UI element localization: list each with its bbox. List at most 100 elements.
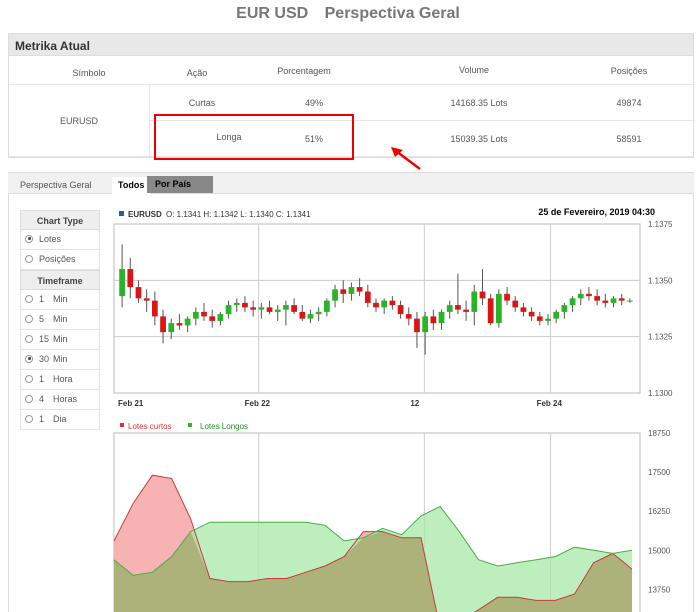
- timeframe-number: 4: [39, 394, 45, 404]
- volume-y-tick: 16250: [648, 507, 671, 516]
- row-short-volume: 14168.35 Lots: [450, 98, 508, 108]
- radio-icon[interactable]: [25, 234, 33, 243]
- short-lots-line: [113, 474, 633, 612]
- candle-body: [209, 316, 216, 321]
- candle-body: [471, 291, 478, 312]
- price-x-tick: Feb 21: [118, 399, 144, 408]
- page-title-text: Perspectiva Geral: [324, 5, 460, 22]
- candle-body: [307, 314, 314, 319]
- chart-type-option-0[interactable]: Lotes: [20, 230, 100, 250]
- timeframe-unit: Min: [53, 314, 68, 324]
- timeframe-unit: Hora: [53, 374, 73, 384]
- row-long-positions: 58591: [616, 134, 642, 144]
- candle-body: [364, 291, 371, 303]
- timeframe-option-6[interactable]: 1 Dia: [20, 410, 100, 430]
- candle-body: [495, 293, 502, 324]
- candle-body: [143, 298, 150, 301]
- candle-body: [340, 289, 347, 294]
- row-short-positions: 49874: [616, 98, 642, 108]
- radio-icon[interactable]: [25, 254, 33, 263]
- candle-body: [455, 305, 461, 310]
- volume-y-tick: 15000: [648, 546, 671, 555]
- radio-icon[interactable]: [25, 414, 33, 423]
- long-lots-line: [113, 505, 633, 576]
- candle-body: [520, 307, 527, 312]
- radio-icon[interactable]: [25, 394, 33, 403]
- symbol-marker-icon: [119, 211, 124, 216]
- radio-icon[interactable]: [25, 374, 33, 383]
- header-divider: [9, 84, 695, 85]
- candle-body: [192, 311, 199, 319]
- tabs-bar: Perspectiva Geral Todos Por País: [8, 172, 694, 195]
- candle-body: [168, 323, 175, 333]
- timeframe-option-0[interactable]: 1 Min: [20, 290, 100, 310]
- timeframe-number: 1: [39, 374, 45, 384]
- candle-body: [602, 300, 609, 303]
- candle-body: [561, 305, 568, 312]
- timeframe-unit: Min: [53, 294, 68, 304]
- ohlc-readout: O: 1.1341 H: 1.1342 L: 1.1340 C: 1.1341: [166, 210, 311, 219]
- radio-icon[interactable]: [25, 294, 33, 303]
- price-y-tick: 1.1350: [648, 276, 673, 285]
- candle-body: [414, 318, 420, 333]
- candle-body: [381, 300, 388, 308]
- content-area: [8, 194, 694, 612]
- price-y-tick: 1.1300: [648, 389, 673, 398]
- timeframe-option-1[interactable]: 5 Min: [20, 310, 100, 330]
- radio-icon[interactable]: [25, 314, 33, 323]
- candle-body: [569, 298, 576, 306]
- chart-datetime: 25 de Fevereiro, 2019 04:30: [538, 207, 655, 217]
- candle-body: [504, 293, 510, 301]
- legend-long-label: Lotes Longos: [200, 422, 248, 431]
- annotation-arrow-icon: [391, 147, 421, 170]
- candle-body: [233, 302, 240, 306]
- timeframe-unit: Dia: [53, 414, 67, 424]
- legend-short-label: Lotes curtos: [128, 422, 172, 431]
- candle-body: [119, 269, 125, 297]
- candle-body: [397, 305, 404, 315]
- symbol-cell: EURUSD: [59, 116, 98, 126]
- candle-body: [291, 305, 297, 312]
- candle-body: [323, 300, 330, 312]
- candle-body: [258, 307, 265, 310]
- timeframe-unit: Min: [53, 334, 68, 344]
- price-symbol: EURUSD: [128, 210, 162, 219]
- legend-short-icon: [120, 423, 124, 427]
- candle-body: [217, 314, 224, 321]
- candle-body: [225, 305, 232, 315]
- candle-body: [422, 316, 429, 333]
- volume-y-tick: 17500: [648, 468, 671, 477]
- row-short-percentage: 49%: [304, 98, 323, 108]
- tab-all[interactable]: Todos: [112, 177, 151, 195]
- timeframe-option-2[interactable]: 15 Min: [20, 330, 100, 350]
- legend-long-icon: [188, 423, 192, 427]
- chart-type-label: Posições: [39, 254, 76, 264]
- candle-body: [438, 311, 445, 324]
- candle-body: [135, 287, 142, 299]
- timeframe-option-5[interactable]: 4 Horas: [20, 390, 100, 410]
- candle-body: [618, 298, 625, 301]
- chart-type-option-1[interactable]: Posições: [20, 250, 100, 270]
- chart-type-header: Chart Type: [20, 210, 100, 230]
- radio-icon[interactable]: [25, 334, 33, 343]
- timeframe-unit: Min: [53, 354, 68, 364]
- col-header-volume: Volume: [458, 65, 490, 75]
- timeframe-option-3[interactable]: 30 Min: [20, 350, 100, 370]
- candle-body: [545, 318, 551, 321]
- timeframe-option-4[interactable]: 1 Hora: [20, 370, 100, 390]
- tab-by-country[interactable]: Por País: [147, 176, 213, 193]
- timeframe-number: 1: [39, 414, 45, 424]
- radio-icon[interactable]: [25, 354, 33, 363]
- page-title: EUR USD Perspectiva Geral: [0, 5, 696, 23]
- candle-body: [299, 311, 306, 319]
- metrics-header: Metrika Atual: [9, 34, 693, 56]
- candle-body: [577, 293, 584, 299]
- candle-body: [405, 314, 412, 319]
- candle-body: [479, 291, 486, 299]
- candle-body: [127, 269, 134, 288]
- col-header-percentage: Porcentagem: [277, 66, 331, 76]
- tab-overview[interactable]: Perspectiva Geral: [20, 180, 92, 190]
- volume-y-tick: 13750: [648, 585, 671, 594]
- candle-body: [274, 309, 281, 312]
- candle-body: [586, 293, 592, 297]
